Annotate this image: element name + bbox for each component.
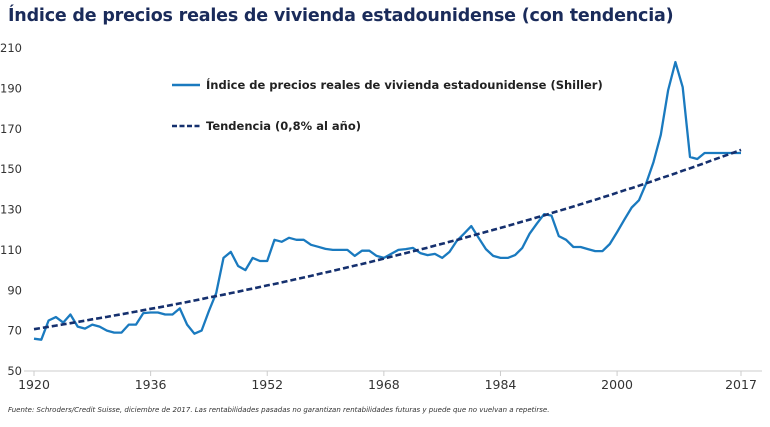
y-tick-label: 210	[0, 41, 22, 55]
y-tick-label: 150	[0, 162, 22, 176]
legend: Índice de precios reales de vivienda est…	[172, 77, 603, 133]
legend-label-shiller: Índice de precios reales de vivienda est…	[206, 77, 603, 92]
plot-lines	[33, 60, 742, 341]
y-tick-label: 190	[0, 81, 22, 95]
y-tick-label: 90	[7, 283, 22, 297]
y-tick-label: 170	[0, 122, 22, 136]
x-tick-label: 1920	[18, 377, 50, 392]
series-line-shiller	[33, 60, 741, 341]
y-tick-label: 50	[7, 364, 22, 378]
y-tick-label: 70	[7, 324, 22, 338]
y-tick-label: 110	[0, 243, 22, 257]
chart-title: Índice de precios reales de vivienda est…	[8, 6, 674, 26]
series-line-trend	[33, 148, 742, 331]
axes: 50 70 90 110 130 150 170 190 210 1920 1936 1952 1968…	[0, 41, 762, 392]
x-tick-label: 2000	[601, 377, 633, 392]
legend-label-trend: Tendencia (0,8% al año)	[206, 119, 361, 133]
x-tick-label: 1936	[135, 377, 167, 392]
x-tick-label: 2017	[725, 377, 757, 392]
x-tick-label: 1984	[485, 377, 517, 392]
source-footnote: Fuente: Schroders/Credit Suisse, diciemb…	[8, 406, 550, 414]
y-tick-label: 130	[0, 203, 22, 217]
x-tick-label: 1952	[251, 377, 283, 392]
x-tick-label: 1968	[368, 377, 400, 392]
